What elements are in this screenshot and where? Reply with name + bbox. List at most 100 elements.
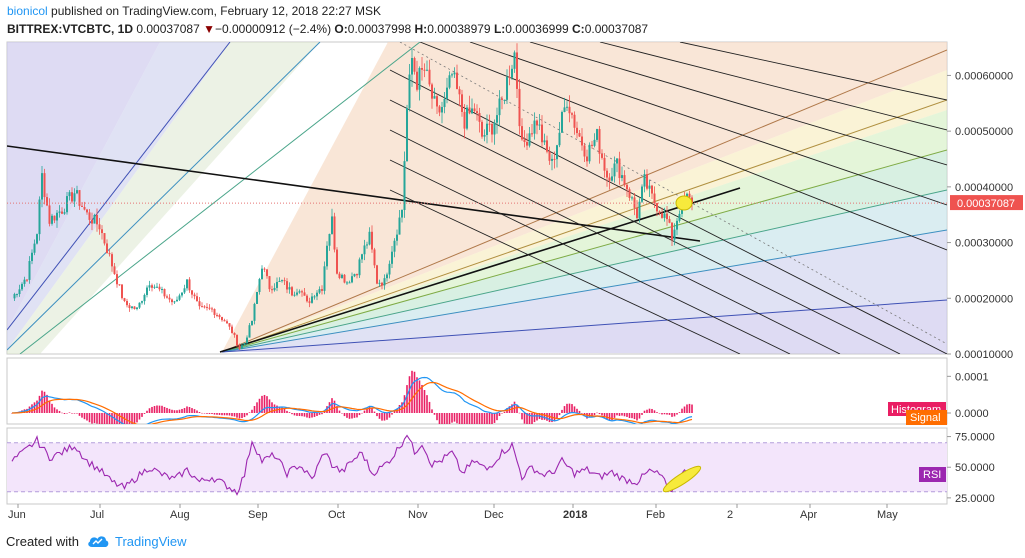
candle-body bbox=[636, 207, 638, 219]
created-with-text: Created with bbox=[6, 533, 79, 549]
candle-body bbox=[381, 282, 383, 286]
macd-hist-bar bbox=[261, 395, 263, 413]
macd-hist-bar bbox=[141, 413, 143, 417]
price-tick-label: 0.00010000 bbox=[955, 349, 1013, 361]
candle-body bbox=[201, 306, 203, 308]
macd-hist-bar bbox=[326, 406, 328, 413]
candle-body bbox=[553, 158, 556, 160]
candle-body bbox=[561, 112, 563, 133]
candle-body bbox=[131, 306, 133, 309]
macd-hist-bar bbox=[463, 413, 466, 424]
macd-hist-bar bbox=[613, 413, 616, 418]
fan-line bbox=[221, 299, 947, 353]
macd-hist-bar bbox=[163, 406, 166, 413]
macd-hist-bar bbox=[411, 370, 413, 413]
candle-body bbox=[598, 129, 601, 154]
close-label: C: bbox=[572, 22, 585, 36]
macd-hist-bar bbox=[406, 385, 408, 413]
macd-hist-bar bbox=[38, 395, 41, 413]
fan-line bbox=[221, 189, 947, 353]
macd-hist-bar bbox=[136, 413, 138, 423]
macd-hist-bar bbox=[481, 413, 483, 424]
macd-hist-bar bbox=[201, 412, 203, 414]
macd-hist-bar bbox=[208, 413, 211, 414]
candle-body bbox=[116, 274, 118, 285]
macd-hist-bar bbox=[341, 413, 343, 414]
candle-body bbox=[21, 283, 23, 290]
macd-hist-bar bbox=[131, 413, 133, 424]
macd-hist-bar bbox=[441, 413, 443, 424]
macd-hist-bar bbox=[138, 413, 141, 420]
candle-body bbox=[221, 317, 223, 321]
macd-hist-bar bbox=[338, 410, 341, 413]
macd-hist-bar bbox=[676, 413, 678, 415]
macd-hist-bar bbox=[668, 413, 671, 415]
candle-body bbox=[461, 94, 463, 112]
macd-hist-bar bbox=[93, 413, 96, 424]
candle-body bbox=[498, 98, 501, 116]
macd-hist-bar bbox=[563, 406, 566, 413]
macd-hist-bar bbox=[236, 413, 238, 418]
rsi-tick-label: 50.0000 bbox=[955, 462, 995, 474]
macd-hist-bar bbox=[258, 398, 261, 413]
candle-body bbox=[18, 289, 21, 295]
channel-line bbox=[679, 42, 947, 101]
macd-hist-bar bbox=[333, 400, 336, 413]
macd-hist-bar bbox=[416, 377, 418, 413]
macd-hist-bar bbox=[283, 408, 286, 413]
macd-hist-bar bbox=[471, 413, 473, 424]
candle-body bbox=[503, 99, 506, 101]
macd-hist-bar bbox=[468, 413, 471, 424]
candle-body bbox=[76, 190, 78, 194]
time-tick-label: Apr bbox=[800, 509, 817, 521]
macd-hist-bar bbox=[663, 413, 666, 415]
macd-hist-bar bbox=[343, 413, 346, 417]
candle-body bbox=[358, 259, 361, 276]
candle-body bbox=[623, 175, 626, 185]
candle-body bbox=[348, 282, 351, 284]
macd-hist-bar bbox=[686, 404, 688, 413]
macd-hist-bar bbox=[256, 402, 258, 413]
fan-band bbox=[222, 110, 947, 352]
author-link[interactable]: bionicol bbox=[7, 4, 48, 18]
candle-body bbox=[671, 222, 673, 240]
macd-hist-bar bbox=[173, 410, 176, 413]
rsi-tick-label: 25.0000 bbox=[955, 493, 995, 505]
macd-hist-bar bbox=[203, 413, 206, 414]
macd-hist-bar bbox=[656, 412, 658, 413]
candle-body bbox=[96, 214, 98, 225]
tradingview-brand[interactable]: TradingView bbox=[114, 533, 187, 549]
macd-hist-bar bbox=[133, 413, 136, 424]
candle-body bbox=[473, 108, 476, 112]
candle-body bbox=[673, 229, 676, 240]
macd-hist-bar bbox=[331, 398, 333, 413]
candle-body bbox=[211, 308, 213, 310]
macd-hist-bar bbox=[528, 413, 531, 424]
candle-body bbox=[248, 325, 251, 338]
macd-hist-bar bbox=[568, 403, 571, 413]
macd-hist-bar bbox=[681, 408, 683, 413]
macd-hist-bar bbox=[108, 413, 111, 424]
candle-body bbox=[398, 217, 401, 235]
macd-tick-label: 0.0001 bbox=[955, 371, 989, 383]
macd-hist-bar bbox=[376, 413, 378, 417]
candle-body bbox=[153, 286, 156, 288]
macd-hist-bar bbox=[518, 412, 521, 414]
candle-body bbox=[261, 268, 263, 280]
macd-hist-bar bbox=[451, 413, 453, 423]
high-value: 0.00038979 bbox=[427, 22, 491, 36]
candle-body bbox=[163, 288, 166, 297]
macd-hist-bar bbox=[596, 412, 598, 414]
candle-body bbox=[511, 68, 513, 78]
macd-hist-bar bbox=[286, 410, 288, 413]
change-value: −0.00000912 (−2.4%) bbox=[214, 22, 332, 36]
candle-body bbox=[208, 307, 211, 309]
candle-body bbox=[353, 274, 356, 277]
candle-body bbox=[608, 177, 611, 181]
macd-hist-bar bbox=[176, 410, 178, 413]
macd-hist-bar bbox=[188, 407, 191, 413]
candle-body bbox=[663, 213, 666, 218]
candle-body bbox=[213, 309, 216, 315]
candle-body bbox=[38, 199, 41, 235]
macd-hist-bar bbox=[88, 413, 91, 423]
